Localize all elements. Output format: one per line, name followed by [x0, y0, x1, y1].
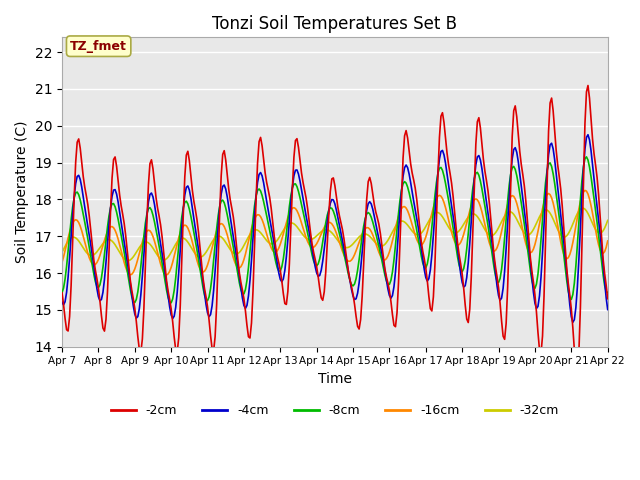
-2cm — [387, 299, 395, 304]
-16cm — [160, 269, 168, 275]
-16cm — [163, 272, 170, 278]
-32cm — [58, 249, 66, 255]
-2cm — [573, 369, 581, 374]
-4cm — [369, 206, 376, 212]
Title: Tonzi Soil Temperatures Set B: Tonzi Soil Temperatures Set B — [212, 15, 458, 33]
-2cm — [604, 296, 612, 301]
-8cm — [58, 289, 66, 295]
Line: -2cm: -2cm — [62, 85, 608, 372]
-8cm — [167, 300, 175, 306]
-16cm — [401, 204, 408, 209]
Text: TZ_fmet: TZ_fmet — [70, 40, 127, 53]
-16cm — [371, 236, 378, 242]
-4cm — [58, 299, 66, 305]
-16cm — [604, 238, 612, 244]
-16cm — [58, 260, 66, 265]
-32cm — [388, 229, 396, 235]
Line: -16cm: -16cm — [62, 191, 608, 275]
-2cm — [160, 249, 168, 255]
-32cm — [161, 257, 169, 263]
-16cm — [74, 217, 81, 223]
-32cm — [539, 209, 547, 215]
Y-axis label: Soil Temperature (C): Soil Temperature (C) — [15, 121, 29, 263]
-2cm — [537, 350, 545, 356]
-32cm — [124, 258, 131, 264]
-2cm — [369, 191, 376, 197]
-4cm — [569, 319, 577, 325]
-4cm — [584, 132, 592, 138]
-2cm — [584, 83, 592, 88]
-8cm — [401, 179, 408, 184]
X-axis label: Time: Time — [318, 372, 352, 386]
-4cm — [399, 173, 407, 179]
-32cm — [578, 205, 586, 211]
-8cm — [604, 289, 612, 295]
-8cm — [388, 269, 396, 275]
-16cm — [388, 238, 396, 244]
-4cm — [604, 307, 612, 312]
-2cm — [399, 155, 407, 161]
-4cm — [160, 260, 168, 265]
Legend: -2cm, -4cm, -8cm, -16cm, -32cm: -2cm, -4cm, -8cm, -16cm, -32cm — [106, 399, 564, 422]
-16cm — [581, 188, 589, 193]
-8cm — [539, 216, 547, 222]
-32cm — [371, 239, 378, 244]
-4cm — [537, 275, 545, 280]
-2cm — [58, 290, 66, 296]
-8cm — [74, 189, 81, 195]
-2cm — [74, 139, 81, 145]
-32cm — [74, 236, 81, 242]
Line: -32cm: -32cm — [62, 208, 608, 261]
-16cm — [539, 206, 547, 212]
Line: -8cm: -8cm — [62, 157, 608, 303]
-32cm — [401, 219, 408, 225]
-8cm — [582, 154, 590, 160]
-4cm — [74, 174, 81, 180]
-8cm — [160, 269, 168, 275]
Line: -4cm: -4cm — [62, 135, 608, 322]
-8cm — [371, 225, 378, 230]
-32cm — [604, 217, 612, 223]
-4cm — [387, 295, 395, 301]
